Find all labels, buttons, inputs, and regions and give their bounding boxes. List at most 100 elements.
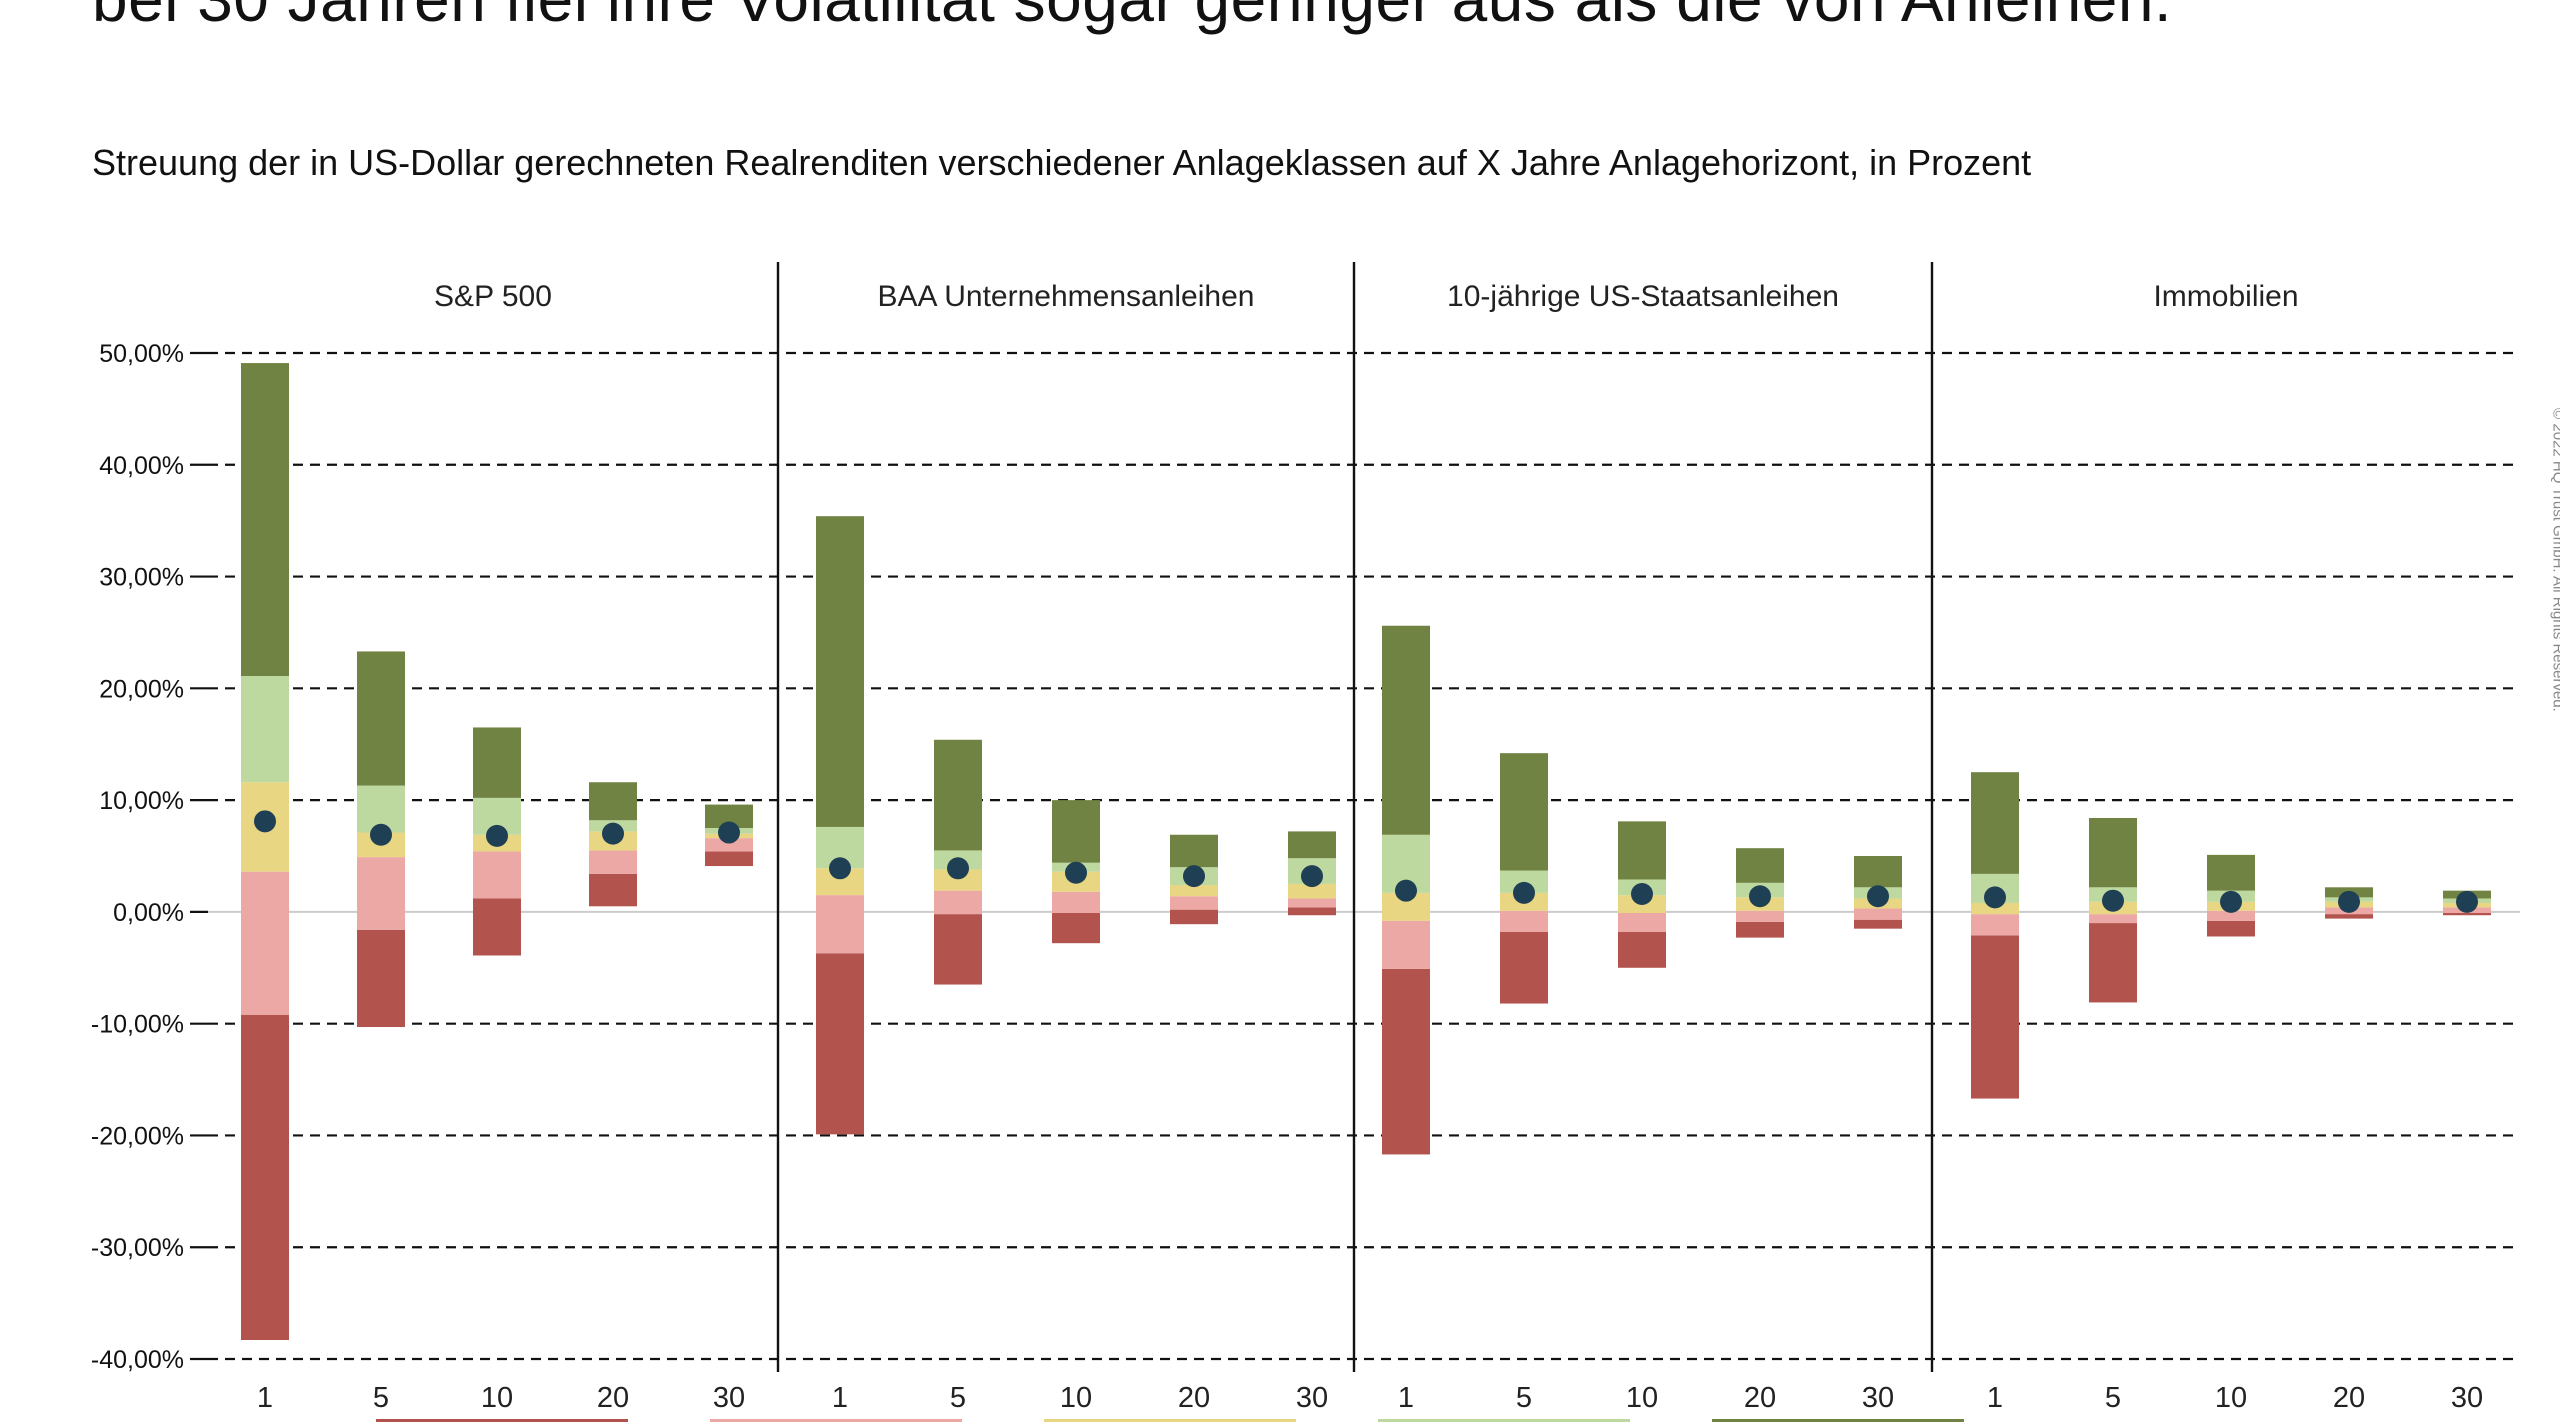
bar-segment [241,871,289,1015]
bar-segment [1170,896,1218,910]
y-tick-label: 30,00% [99,564,184,592]
median-dot [1395,879,1417,902]
bar-segment [934,869,982,891]
x-tick-label: 10 [2215,1382,2247,1414]
x-tick-label: 5 [950,1382,966,1414]
bar-segment [2207,910,2255,921]
median-dot [718,821,740,844]
bar-segment [357,857,405,930]
bar-segment [241,363,289,677]
y-tick-label: 50,00% [99,340,184,368]
bar-segment [934,890,982,915]
median-dot [1183,865,1205,888]
y-tick-label: -30,00% [91,1234,184,1262]
bar-segment [1052,891,1100,914]
median-dot [1065,861,1087,884]
headline: bei 30 Jahren fiel ihre Volatilität soga… [92,0,2172,36]
bar-segment [816,516,864,827]
y-tick-label: -40,00% [91,1346,184,1374]
x-tick-label: 5 [2105,1382,2121,1414]
median-dot [370,823,392,846]
bar-segment [1971,902,2019,915]
bar-segment [2089,914,2137,924]
bar-segment [2207,920,2255,937]
bar-segment [241,1014,289,1340]
x-tick-label: 30 [1296,1382,1328,1414]
y-tick-label: 0,00% [113,899,184,927]
bar-segment [1288,898,1336,908]
x-tick-label: 20 [1744,1382,1776,1414]
bar-segment [705,851,753,867]
bar-segment [1288,883,1336,899]
bar-segment [2207,854,2255,891]
median-dot [1631,883,1653,906]
y-tick-label: 20,00% [99,675,184,703]
bar-segment [1052,800,1100,863]
bar-segment [1854,908,1902,920]
x-tick-label: 30 [1862,1382,1894,1414]
bar-segment [473,898,521,956]
median-dot [2456,890,2478,913]
bar-segment [1618,932,1666,968]
bar-segment [473,727,521,798]
bar-segment [1500,932,1548,1004]
bar-segment [589,782,637,821]
bar-segment [241,676,289,783]
chart-subtitle: Streuung der in US-Dollar gerechneten Re… [92,142,2032,183]
bar-segment [1500,870,1548,893]
median-dot [486,824,508,847]
bar-segment [1971,772,2019,874]
median-dot [1984,886,2006,909]
x-tick-label: 10 [1626,1382,1658,1414]
bar-segment [1052,913,1100,944]
bar-segment [2443,913,2491,916]
median-dot [1749,885,1771,908]
bar-segment [934,914,982,985]
x-tick-label: 30 [2451,1382,2483,1414]
copyright-notice: © 2022 HQ Trust GmbH. All Rights Reserve… [2549,408,2560,712]
y-tick-label: -10,00% [91,1011,184,1039]
bar-segment [1736,921,1784,938]
x-tick-label: 20 [2333,1382,2365,1414]
x-tick-label: 1 [257,1382,273,1414]
bar-segment [1971,935,2019,1099]
bar-segment [1382,968,1430,1155]
median-dot [2102,889,2124,912]
bar-segment [1618,913,1666,933]
x-tick-label: 1 [1398,1382,1414,1414]
panel-title: Immobilien [2153,280,2298,313]
x-tick-label: 1 [832,1382,848,1414]
bar-segment [705,804,753,829]
median-dot [2220,890,2242,913]
bar-segment [589,873,637,907]
panel-title: S&P 500 [434,280,552,313]
bar-segment [816,953,864,1135]
bar-segment [473,851,521,899]
median-dot [947,857,969,880]
x-tick-label: 5 [373,1382,389,1414]
panel-title: BAA Unternehmensanleihen [878,280,1255,313]
bar-segment [1500,910,1548,933]
bar-segment [2089,923,2137,1003]
panel-title: 10-jährige US-Staatsanleihen [1447,280,1839,313]
bar-segment [1288,831,1336,859]
bar-segment [1736,910,1784,922]
x-tick-label: 1 [1987,1382,2003,1414]
bar-segment [1854,856,1902,888]
bar-segment [357,651,405,786]
x-tick-label: 10 [1060,1382,1092,1414]
bar-segment [1170,885,1218,897]
bar-segment [2325,914,2373,919]
median-dot [254,810,276,833]
bar-segment [1170,909,1218,925]
bar-segment [1170,834,1218,868]
bar-segment [1288,907,1336,916]
x-tick-label: 30 [713,1382,745,1414]
bar-segment [1854,919,1902,929]
bar-segment [1618,821,1666,880]
bar-segment [1382,920,1430,969]
bar-segment [705,838,753,852]
bar-segment [1736,848,1784,883]
y-tick-label: 10,00% [99,787,184,815]
